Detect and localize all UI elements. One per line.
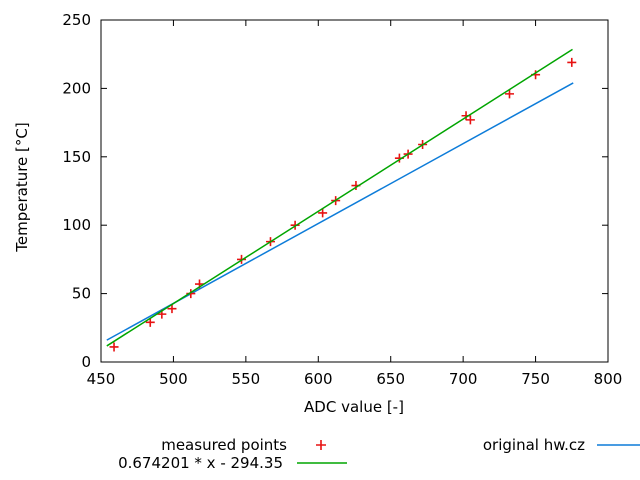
legend-label-measured-points: measured points (161, 436, 287, 454)
data-point (145, 317, 155, 327)
y-tick-label: 250 (62, 11, 91, 29)
data-point (318, 208, 328, 218)
axis-ticks: 450 500 550 600 650 700 750 800 0 50 100 150 200 250 (62, 11, 622, 388)
x-tick-label: 600 (304, 370, 333, 388)
data-point (109, 342, 119, 352)
data-point (567, 57, 577, 67)
y-axis-label: Temperature [°C] (13, 122, 31, 252)
axis-labels: ADC value [-] Temperature [°C] (13, 122, 404, 416)
data-point (167, 304, 177, 314)
legend: measured points 0.674201 * x - 294.35 or… (118, 436, 640, 472)
plus-marker-icon (316, 440, 326, 450)
y-tick-label: 50 (72, 285, 91, 303)
y-tick-label: 0 (81, 353, 91, 371)
x-tick-label: 650 (376, 370, 405, 388)
x-tick-label: 500 (159, 370, 188, 388)
x-tick-label: 550 (232, 370, 261, 388)
fit-line (106, 48, 573, 347)
legend-label-original: original hw.cz (483, 436, 585, 454)
data-point (465, 115, 475, 125)
x-tick-label: 750 (521, 370, 550, 388)
x-tick-label: 450 (87, 370, 116, 388)
x-tick-label: 700 (449, 370, 478, 388)
y-tick-label: 100 (62, 216, 91, 234)
y-tick-label: 150 (62, 148, 91, 166)
y-tick-label: 200 (62, 79, 91, 97)
legend-label-fit-line: 0.674201 * x - 294.35 (118, 454, 283, 472)
x-axis-label: ADC value [-] (304, 398, 404, 416)
plot-frame (100, 19, 609, 363)
data-point (504, 89, 514, 99)
x-tick-label: 800 (594, 370, 623, 388)
data-series (106, 48, 577, 352)
